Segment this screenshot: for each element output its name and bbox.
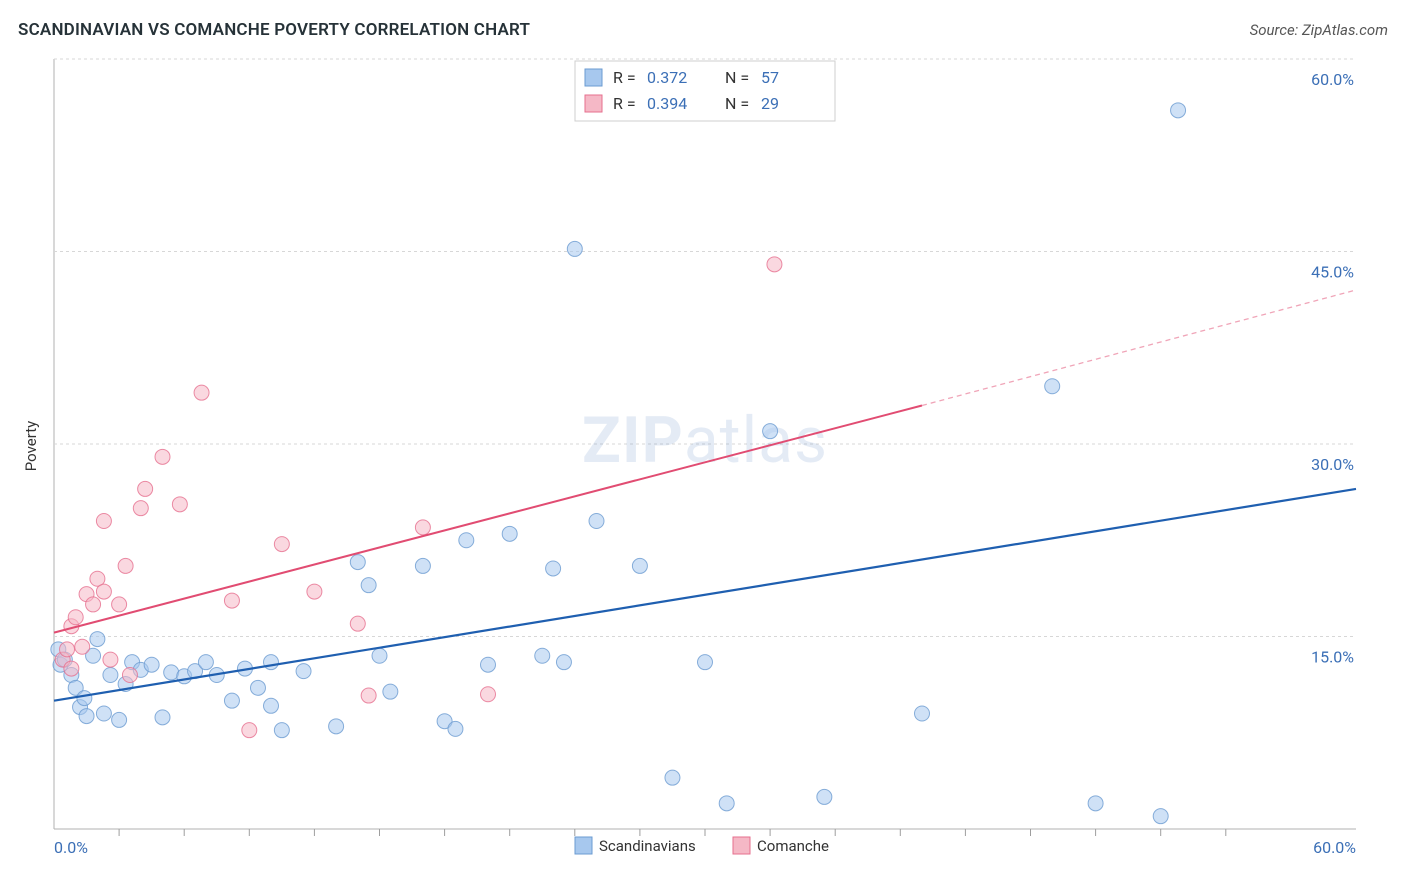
data-point [350,616,365,631]
data-point [817,789,832,804]
trend-line [54,406,922,633]
data-point [915,706,930,721]
data-point [459,533,474,548]
data-point [155,449,170,464]
data-point [383,684,398,699]
data-point [79,709,94,724]
legend-swatch [585,95,602,112]
data-point [96,514,111,529]
data-point [361,688,376,703]
data-point [172,497,187,512]
data-point [77,691,92,706]
legend-series-label: Comanche [757,837,829,855]
data-point [90,632,105,647]
data-point [86,597,101,612]
y-tick-label: 45.0% [1311,263,1354,282]
data-point [481,687,496,702]
legend-swatch [733,837,750,854]
data-point [96,706,111,721]
legend-r-value: 0.372 [647,68,687,87]
data-point [448,721,463,736]
data-point [112,712,127,727]
data-point [763,424,778,439]
legend-r-label: R = [613,68,636,87]
x-max-label: 60.0% [1313,838,1356,855]
data-point [296,664,311,679]
chart-header: SCANDINAVIAN VS COMANCHE POVERTY CORRELA… [18,20,1388,40]
chart-area: 15.0%30.0%45.0%60.0%ZIPatlasR =0.372N =5… [50,55,1386,855]
legend-swatch [575,837,592,854]
chart-source: Source: ZipAtlas.com [1250,21,1388,39]
data-point [307,584,322,599]
data-point [112,597,127,612]
chart-title: SCANDINAVIAN VS COMANCHE POVERTY CORRELA… [18,20,530,40]
data-point [264,655,279,670]
data-point [133,501,148,516]
data-point [75,639,90,654]
y-axis-label: Poverty [22,421,40,471]
data-point [767,257,782,272]
data-point [372,648,387,663]
data-point [64,661,79,676]
data-point [122,668,137,683]
scatter-chart: 15.0%30.0%45.0%60.0%ZIPatlasR =0.372N =5… [50,55,1386,855]
data-point [415,558,430,573]
data-point [274,537,289,552]
data-point [60,642,75,657]
legend-r-value: 0.394 [647,94,687,113]
data-point [719,796,734,811]
data-point [68,610,83,625]
data-point [144,657,159,672]
data-point [242,723,257,738]
data-point [96,584,111,599]
data-point [556,655,571,670]
data-point [665,770,680,785]
y-tick-label: 15.0% [1311,648,1354,667]
data-point [198,655,213,670]
data-point [632,558,647,573]
legend-n-value: 57 [761,68,779,87]
legend-n-value: 29 [761,94,779,113]
data-point [118,558,133,573]
trend-line-ext [922,290,1356,406]
y-tick-label: 30.0% [1311,455,1354,474]
data-point [1153,809,1168,824]
legend-series-label: Scandinavians [599,837,696,855]
data-point [698,655,713,670]
data-point [274,723,289,738]
data-point [1045,379,1060,394]
data-point [361,578,376,593]
data-point [264,698,279,713]
data-point [535,648,550,663]
data-point [224,593,239,608]
data-point [589,514,604,529]
data-point [481,657,496,672]
data-point [350,555,365,570]
data-point [546,561,561,576]
x-min-label: 0.0% [54,838,88,855]
data-point [1171,103,1186,118]
data-point [138,481,153,496]
data-point [250,680,265,695]
data-point [103,668,118,683]
data-point [502,526,517,541]
legend-swatch [585,69,602,86]
data-point [155,710,170,725]
data-point [103,652,118,667]
data-point [567,241,582,256]
legend-r-label: R = [613,94,636,113]
data-point [224,693,239,708]
y-tick-label: 60.0% [1311,70,1354,89]
data-point [415,520,430,535]
data-point [329,719,344,734]
data-point [1088,796,1103,811]
data-point [194,385,209,400]
legend-n-label: N = [725,94,749,113]
legend-n-label: N = [725,68,749,87]
